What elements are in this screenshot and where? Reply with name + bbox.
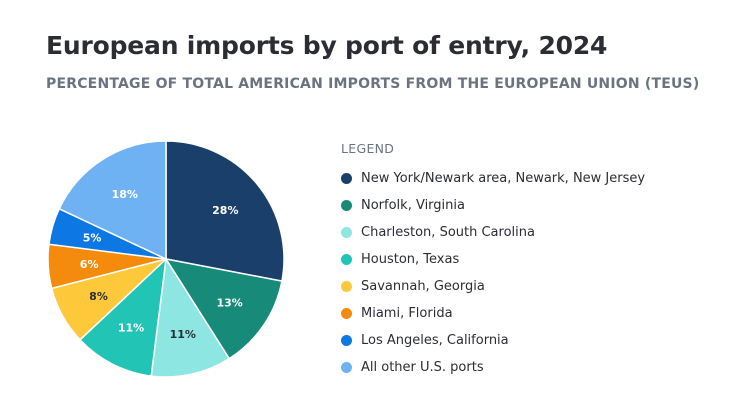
legend-swatch <box>341 227 352 238</box>
legend-label: New York/Newark area, Newark, New Jersey <box>361 171 646 186</box>
legend-label: Charleston, South Carolina <box>361 225 535 240</box>
pie-slice <box>150 256 231 378</box>
slice-value-label: 11% <box>170 328 196 341</box>
legend-swatch <box>341 308 352 319</box>
legend-label: Los Angeles, California <box>361 333 509 348</box>
legend-swatch <box>341 173 352 184</box>
slice-value-label: 8% <box>89 290 108 303</box>
legend-item: New York/Newark area, Newark, New Jersey <box>341 165 645 192</box>
chart-title: European imports by port of entry, 2024 <box>46 31 608 60</box>
chart-subtitle: PERCENTAGE OF TOTAL AMERICAN IMPORTS FRO… <box>46 76 700 92</box>
legend-item: Houston, Texas <box>341 246 645 273</box>
legend-item: Norfolk, Virginia <box>341 192 645 219</box>
pie-slice <box>164 257 283 360</box>
slice-value-label: 13% <box>217 296 243 309</box>
pie-slice <box>58 140 167 261</box>
legend-label: All other U.S. ports <box>361 360 484 375</box>
slice-value-label: 18% <box>112 188 138 201</box>
pie-slice <box>78 257 168 377</box>
legend-swatch <box>341 200 352 211</box>
legend-label: Norfolk, Virginia <box>361 198 465 213</box>
slice-value-label: 6% <box>80 258 99 271</box>
legend-item: Savannah, Georgia <box>341 273 645 300</box>
pie-slice <box>165 140 285 282</box>
slice-value-label: 5% <box>83 232 102 245</box>
legend-item: Los Angeles, California <box>341 327 645 354</box>
slice-value-label: 11% <box>118 322 144 335</box>
legend-label: Savannah, Georgia <box>361 279 485 294</box>
legend-label: Miami, Florida <box>361 306 453 321</box>
legend-swatch <box>341 362 352 373</box>
legend-item: All other U.S. ports <box>341 354 645 381</box>
legend-label: Houston, Texas <box>361 252 460 267</box>
legend-item: Charleston, South Carolina <box>341 219 645 246</box>
legend-item: Miami, Florida <box>341 300 645 327</box>
legend-swatch <box>341 254 352 265</box>
legend-title: LEGEND <box>341 141 395 156</box>
legend: New York/Newark area, Newark, New Jersey… <box>341 165 645 381</box>
slice-value-label: 28% <box>212 204 238 217</box>
legend-swatch <box>341 335 352 346</box>
legend-swatch <box>341 281 352 292</box>
